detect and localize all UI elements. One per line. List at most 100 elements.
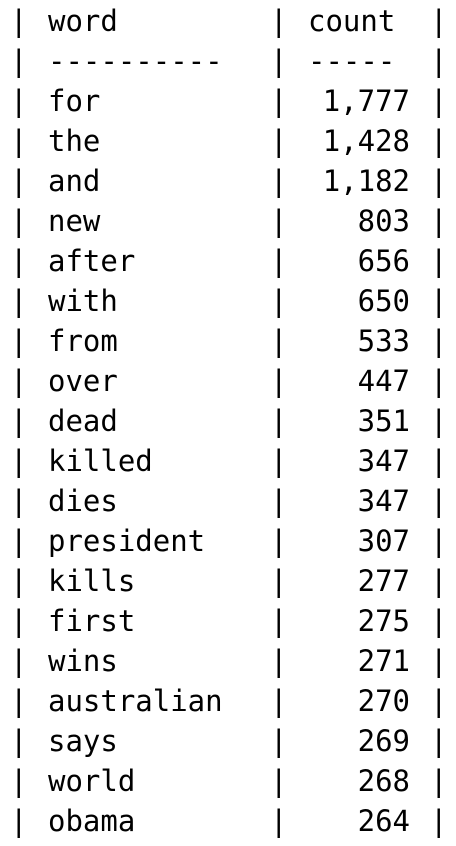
column-pipe-2: | xyxy=(270,164,288,198)
column-pipe-3: | xyxy=(430,324,448,358)
column-pipe-2: | xyxy=(270,84,288,118)
count-cell: 447 xyxy=(357,364,410,398)
column-pipe-1: | xyxy=(10,524,28,558)
column-pipe-2: | xyxy=(270,204,288,238)
column-pipe-1: | xyxy=(10,124,28,158)
word-cell: ---------- xyxy=(48,44,223,78)
column-pipe-3: | xyxy=(430,604,448,638)
word-cell: over xyxy=(48,364,118,398)
column-pipe-1: | xyxy=(10,764,28,798)
column-pipe-1: | xyxy=(10,684,28,718)
column-pipe-2: | xyxy=(270,324,288,358)
column-pipe-2: | xyxy=(270,604,288,638)
column-pipe-3: | xyxy=(430,684,448,718)
column-pipe-3: | xyxy=(430,764,448,798)
column-pipe-1: | xyxy=(10,484,28,518)
table-row: | | | for 1,777 xyxy=(0,81,456,121)
word-cell: for xyxy=(48,84,101,118)
word-cell: dead xyxy=(48,404,118,438)
count-cell: 270 xyxy=(357,684,410,718)
table-row: | | | world 268 xyxy=(0,761,456,801)
column-pipe-3: | xyxy=(430,164,448,198)
table-row: | | | from 533 xyxy=(0,321,456,361)
table-row: | | | after 656 xyxy=(0,241,456,281)
count-cell: count xyxy=(308,4,396,38)
column-pipe-2: | xyxy=(270,684,288,718)
column-pipe-1: | xyxy=(10,364,28,398)
table-row: | | | over 447 xyxy=(0,361,456,401)
table-row: | | | wins 271 xyxy=(0,641,456,681)
column-pipe-1: | xyxy=(10,84,28,118)
count-cell: 803 xyxy=(357,204,410,238)
column-pipe-3: | xyxy=(430,244,448,278)
count-cell: ----- xyxy=(308,44,396,78)
column-pipe-1: | xyxy=(10,644,28,678)
word-cell: after xyxy=(48,244,136,278)
column-pipe-2: | xyxy=(270,644,288,678)
column-pipe-1: | xyxy=(10,4,28,38)
column-pipe-3: | xyxy=(430,524,448,558)
column-pipe-2: | xyxy=(270,564,288,598)
count-cell: 275 xyxy=(357,604,410,638)
column-pipe-1: | xyxy=(10,604,28,638)
table-row: | | | says 269 xyxy=(0,721,456,761)
column-pipe-3: | xyxy=(430,204,448,238)
table-row: | | | australian 270 xyxy=(0,681,456,721)
word-cell: killed xyxy=(48,444,153,478)
column-pipe-3: | xyxy=(430,404,448,438)
count-cell: 1,777 xyxy=(322,84,410,118)
column-pipe-1: | xyxy=(10,564,28,598)
column-pipe-2: | xyxy=(270,804,288,838)
column-pipe-2: | xyxy=(270,524,288,558)
count-cell: 347 xyxy=(357,484,410,518)
word-cell: with xyxy=(48,284,118,318)
count-cell: 269 xyxy=(357,724,410,758)
column-pipe-1: | xyxy=(10,724,28,758)
column-pipe-2: | xyxy=(270,44,288,78)
column-pipe-3: | xyxy=(430,44,448,78)
column-pipe-1: | xyxy=(10,244,28,278)
count-cell: 650 xyxy=(357,284,410,318)
count-cell: 268 xyxy=(357,764,410,798)
table-row: | | | president 307 xyxy=(0,521,456,561)
word-cell: wins xyxy=(48,644,118,678)
column-pipe-1: | xyxy=(10,44,28,78)
count-cell: 1,428 xyxy=(322,124,410,158)
column-pipe-3: | xyxy=(430,84,448,118)
count-cell: 271 xyxy=(357,644,410,678)
column-pipe-3: | xyxy=(430,4,448,38)
column-pipe-2: | xyxy=(270,244,288,278)
column-pipe-1: | xyxy=(10,324,28,358)
table-row: | | | new 803 xyxy=(0,201,456,241)
table-row: | | | dead 351 xyxy=(0,401,456,441)
column-pipe-2: | xyxy=(270,764,288,798)
column-pipe-2: | xyxy=(270,4,288,38)
table-row: | | | obama 264 xyxy=(0,801,456,841)
column-pipe-3: | xyxy=(430,284,448,318)
table-row: | | | killed 347 xyxy=(0,441,456,481)
word-cell: president xyxy=(48,524,206,558)
column-pipe-2: | xyxy=(270,404,288,438)
count-cell: 347 xyxy=(357,444,410,478)
column-pipe-1: | xyxy=(10,444,28,478)
word-cell: new xyxy=(48,204,101,238)
table-header-row: | | | word count xyxy=(0,1,456,41)
column-pipe-2: | xyxy=(270,364,288,398)
table-row: | | | the 1,428 xyxy=(0,121,456,161)
column-pipe-2: | xyxy=(270,284,288,318)
column-pipe-3: | xyxy=(430,644,448,678)
count-cell: 264 xyxy=(357,804,410,838)
word-cell: obama xyxy=(48,804,136,838)
count-cell: 351 xyxy=(357,404,410,438)
word-cell: dies xyxy=(48,484,118,518)
table-row: | | | first 275 xyxy=(0,601,456,641)
column-pipe-2: | xyxy=(270,444,288,478)
column-pipe-1: | xyxy=(10,164,28,198)
column-pipe-2: | xyxy=(270,124,288,158)
column-pipe-2: | xyxy=(270,484,288,518)
word-cell: world xyxy=(48,764,136,798)
count-cell: 656 xyxy=(357,244,410,278)
table-row: | | | dies 347 xyxy=(0,481,456,521)
count-cell: 1,182 xyxy=(322,164,410,198)
column-pipe-1: | xyxy=(10,204,28,238)
